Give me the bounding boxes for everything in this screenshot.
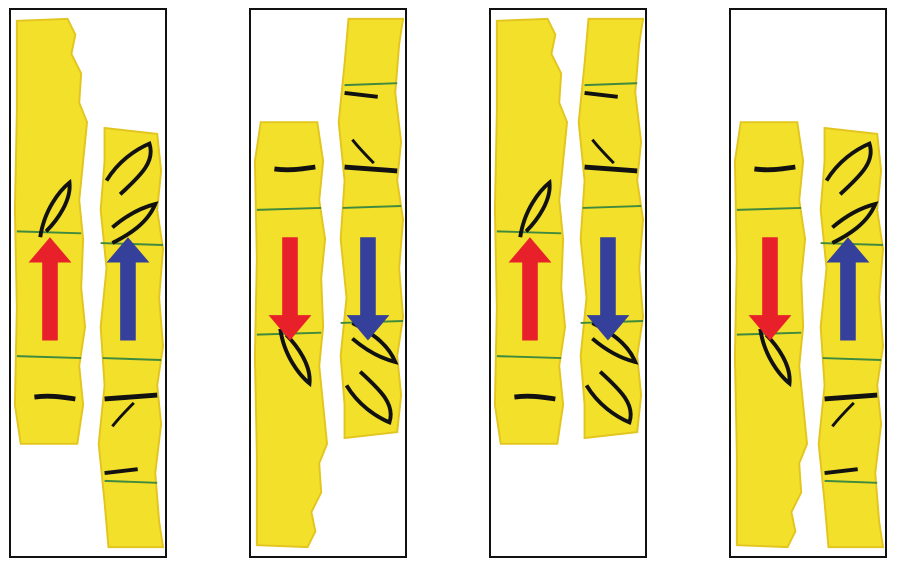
left-strip-group [13, 17, 89, 445]
handwriting-stroke [344, 91, 378, 99]
handwriting-stroke [111, 201, 159, 245]
handwriting-stroke [111, 401, 135, 428]
paper-strip-right [337, 17, 405, 440]
ruled-line [344, 82, 398, 87]
handwriting-stroke [824, 467, 858, 475]
panel-4 [729, 8, 887, 558]
left-arrow-down-icon [268, 237, 312, 341]
ruled-line [822, 357, 882, 361]
ruled-line [496, 230, 562, 235]
handwriting-stroke [38, 178, 72, 238]
ruled-line [16, 230, 82, 235]
panel-1 [9, 8, 167, 558]
handwriting-stroke [831, 401, 855, 428]
paper-strip-right [577, 17, 645, 440]
handwriting-stroke [344, 370, 393, 426]
handwriting-stroke [274, 164, 316, 173]
handwriting-stroke [34, 393, 76, 402]
handwriting-stroke [518, 178, 552, 238]
paper-strip-left [493, 17, 569, 445]
panel-3 [489, 8, 647, 558]
panel-2 [249, 8, 407, 558]
right-strip-group [337, 17, 405, 440]
right-arrow-up-icon [106, 237, 150, 341]
ruled-line [102, 357, 162, 361]
right-arrow-down-icon [346, 237, 390, 341]
panel-illustration [733, 121, 885, 549]
ruled-line [582, 205, 642, 209]
handwriting-stroke [351, 138, 375, 165]
handwriting-stroke [824, 392, 878, 402]
handwriting-stroke [584, 370, 633, 426]
ruled-line [16, 355, 82, 360]
ruled-line [104, 479, 158, 484]
ruled-line [496, 355, 562, 360]
ruled-line [256, 206, 322, 211]
panel-illustration [13, 17, 165, 549]
ruled-line [342, 205, 402, 209]
ruled-line [824, 479, 878, 484]
left-arrow-up-icon [508, 237, 552, 341]
right-arrow-up-icon [826, 237, 870, 341]
handwriting-stroke [758, 328, 792, 388]
left-arrow-down-icon [748, 237, 792, 341]
handwriting-stroke [104, 392, 158, 402]
handwriting-stroke [754, 164, 796, 173]
handwriting-stroke [104, 467, 138, 475]
left-arrow-up-icon [28, 237, 72, 341]
handwriting-stroke [591, 138, 615, 165]
panel-illustration [493, 17, 645, 445]
handwriting-stroke [824, 140, 873, 196]
handwriting-stroke [831, 201, 879, 245]
left-strip-group [493, 17, 569, 445]
handwriting-stroke [584, 91, 618, 99]
ruled-line [736, 206, 802, 211]
right-arrow-down-icon [586, 237, 630, 341]
ruled-line [584, 82, 638, 87]
panel-illustration [253, 17, 405, 549]
right-strip-group [577, 17, 645, 440]
handwriting-stroke [278, 328, 312, 388]
handwriting-stroke [514, 393, 556, 402]
handwriting-stroke [104, 140, 153, 196]
handwriting-stroke [344, 164, 398, 174]
paper-strip-left [13, 17, 89, 445]
handwriting-stroke [584, 164, 638, 174]
